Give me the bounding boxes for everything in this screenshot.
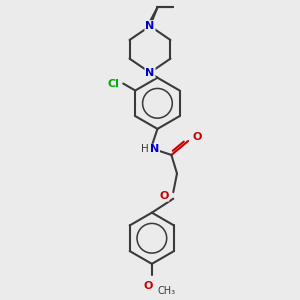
Text: Cl: Cl	[108, 79, 119, 88]
Text: O: O	[193, 132, 202, 142]
Text: O: O	[159, 191, 169, 201]
Text: O: O	[143, 280, 153, 291]
Text: H: H	[142, 144, 149, 154]
Text: CH₃: CH₃	[158, 286, 175, 296]
Text: N: N	[146, 21, 154, 31]
Text: N: N	[146, 68, 154, 78]
Text: N: N	[150, 144, 159, 154]
